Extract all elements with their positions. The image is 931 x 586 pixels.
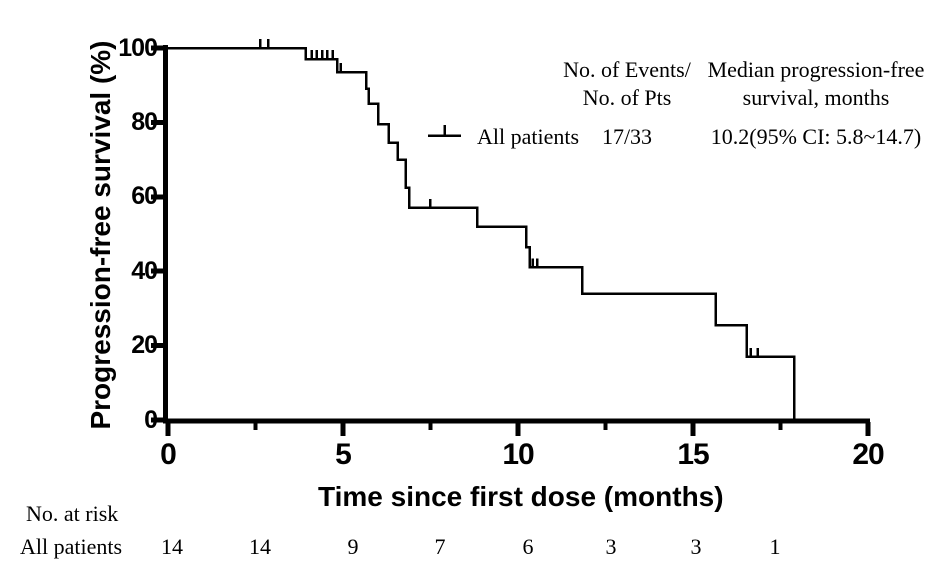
median-column-header-line1: Median progression-free <box>707 57 925 82</box>
legend-series-label: All patients <box>477 124 580 149</box>
median-pfs-value: 10.2(95% CI: 5.8~14.7) <box>710 124 922 149</box>
at-risk-value-5: 3 <box>605 534 617 559</box>
censor-tick-marks <box>258 39 759 358</box>
y-tick-label-60: 60 <box>131 182 158 210</box>
x-tick-label-5: 5 <box>335 438 352 471</box>
y-tick-label-80: 80 <box>131 108 158 136</box>
legend-line-symbol <box>428 125 461 137</box>
at-risk-value-6: 3 <box>690 534 702 559</box>
at-risk-value-7: 1 <box>769 534 781 559</box>
y-tick-label-40: 40 <box>131 257 158 285</box>
y-tick-label-100: 100 <box>118 34 158 62</box>
at-risk-value-1: 14 <box>249 534 271 559</box>
x-tick-label-20: 20 <box>852 438 884 471</box>
km-curve-all-patients <box>168 46 796 419</box>
median-column-header-line2: survival, months <box>742 85 890 110</box>
events-column-header-line1: No. of Events/ <box>563 57 691 82</box>
y-tick-label-20: 20 <box>131 331 158 359</box>
at-risk-row-label: All patients <box>20 534 123 559</box>
x-axis-title: Time since first dose (months) <box>318 481 724 512</box>
at-risk-title: No. at risk <box>26 501 119 526</box>
x-tick-label-10: 10 <box>502 438 534 471</box>
axes <box>151 45 871 436</box>
y-tick-label-0: 0 <box>144 406 158 434</box>
events-over-pts-value: 17/33 <box>601 124 653 149</box>
at-risk-value-2: 9 <box>347 534 359 559</box>
events-column-header-line2: No. of Pts <box>582 85 672 110</box>
at-risk-value-3: 7 <box>434 534 446 559</box>
at-risk-value-4: 6 <box>522 534 534 559</box>
x-tick-label-0: 0 <box>160 438 177 471</box>
y-axis-title: Progression-free survival (%) <box>85 40 116 430</box>
x-tick-label-15: 15 <box>677 438 709 471</box>
at-risk-value-0: 14 <box>161 534 183 559</box>
